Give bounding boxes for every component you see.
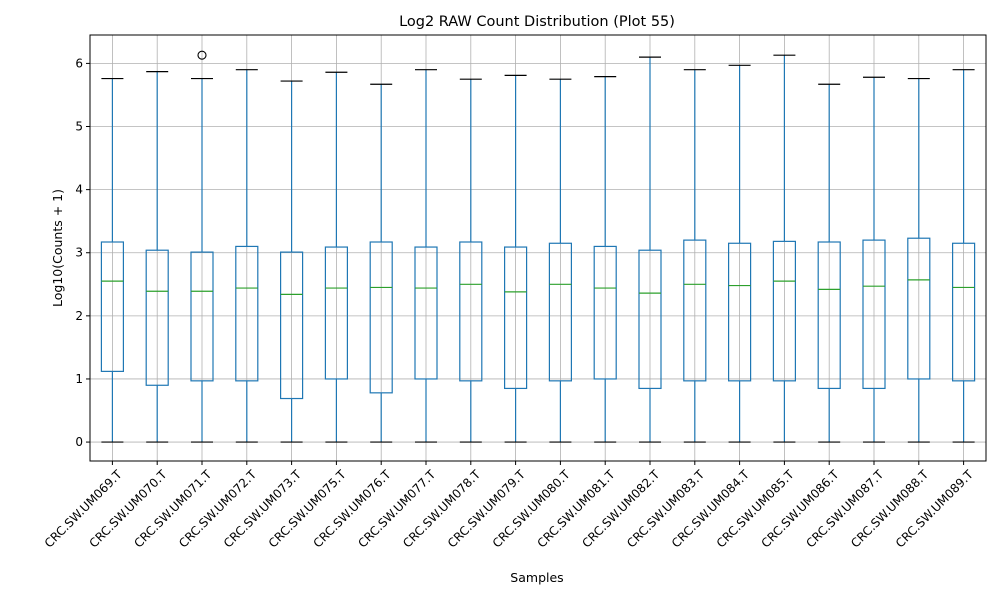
- x-tick-label: CRC.SW.UM078.T: [400, 467, 484, 551]
- y-tick-label: 0: [75, 435, 83, 449]
- box-plots: [100, 50, 976, 443]
- plot-area-frame: [89, 34, 987, 462]
- box-CRC.SW.UM088.T: [907, 77, 931, 443]
- x-tick-label: CRC.SW.UM077.T: [355, 467, 439, 551]
- box-CRC.SW.UM075.T: [324, 71, 348, 443]
- y-tick-label: 1: [75, 372, 83, 386]
- outlier-point: [197, 50, 207, 60]
- box-iqr: [638, 249, 662, 390]
- box-CRC.SW.UM082.T: [638, 56, 662, 443]
- x-axis-label: Samples: [510, 570, 563, 585]
- box-CRC.SW.UM089.T: [951, 69, 976, 443]
- x-tick-label: CRC.SW.UM084.T: [669, 467, 753, 551]
- box-iqr: [324, 246, 348, 380]
- x-tick-label: CRC.SW.UM069.T: [42, 467, 126, 551]
- x-tick-label: CRC.SW.UM082.T: [579, 467, 663, 551]
- x-tick-label: CRC.SW.UM072.T: [176, 467, 260, 551]
- box-iqr: [817, 241, 841, 390]
- box-CRC.SW.UM077.T: [414, 69, 438, 443]
- x-tick-label: CRC.SW.UM080.T: [490, 467, 574, 551]
- box-iqr: [772, 240, 797, 382]
- box-iqr: [145, 249, 169, 386]
- box-CRC.SW.UM073.T: [280, 80, 304, 443]
- box-iqr: [100, 241, 125, 372]
- box-iqr: [504, 246, 528, 390]
- box-iqr: [235, 245, 259, 382]
- x-tick-label: CRC.SW.UM083.T: [624, 467, 708, 551]
- x-tick-label: CRC.SW.UM076.T: [311, 467, 395, 551]
- x-axis-ticks: CRC.SW.UM069.TCRC.SW.UM070.TCRC.SW.UM071…: [42, 461, 977, 551]
- x-tick-label: CRC.SW.UM085.T: [714, 467, 798, 551]
- box-iqr: [862, 239, 886, 390]
- box-CRC.SW.UM085.T: [772, 54, 797, 443]
- box-iqr: [727, 242, 752, 382]
- y-axis-ticks: 0 1 2 3 4 5 6: [75, 56, 90, 449]
- box-CRC.SW.UM078.T: [459, 78, 483, 443]
- box-CRC.SW.UM071.T: [190, 50, 214, 443]
- box-CRC.SW.UM072.T: [235, 69, 259, 443]
- box-CRC.SW.UM069.T: [100, 77, 125, 443]
- box-iqr: [369, 241, 393, 394]
- box-iqr: [951, 242, 976, 382]
- box-CRC.SW.UM081.T: [593, 76, 617, 443]
- box-iqr: [548, 242, 573, 382]
- x-tick-label: CRC.SW.UM073.T: [221, 467, 305, 551]
- x-tick-label: CRC.SW.UM071.T: [131, 467, 215, 551]
- x-tick-label: CRC.SW.UM070.T: [87, 467, 171, 551]
- box-CRC.SW.UM087.T: [862, 76, 886, 443]
- box-iqr: [414, 246, 438, 380]
- y-tick-label: 3: [75, 246, 83, 260]
- chart-title: Log2 RAW Count Distribution (Plot 55): [399, 14, 675, 30]
- y-tick-label: 5: [75, 120, 83, 134]
- box-iqr: [593, 245, 617, 380]
- x-tick-label: CRC.SW.UM079.T: [445, 467, 529, 551]
- x-tick-label: CRC.SW.UM087.T: [803, 467, 887, 551]
- box-iqr: [280, 251, 304, 400]
- grid-lines: [90, 35, 986, 461]
- y-tick-label: 4: [75, 183, 83, 197]
- x-tick-label: CRC.SW.UM089.T: [893, 467, 977, 551]
- box-CRC.SW.UM076.T: [369, 83, 393, 443]
- box-iqr: [190, 251, 214, 382]
- box-iqr: [683, 239, 707, 382]
- box-CRC.SW.UM070.T: [145, 71, 169, 443]
- box-iqr: [907, 237, 931, 380]
- y-tick-label: 2: [75, 309, 83, 323]
- y-tick-label: 6: [75, 56, 83, 70]
- box-CRC.SW.UM086.T: [817, 83, 841, 443]
- x-tick-label: CRC.SW.UM086.T: [759, 467, 843, 551]
- box-CRC.SW.UM080.T: [548, 78, 573, 443]
- x-tick-label: CRC.SW.UM081.T: [535, 467, 619, 551]
- x-tick-label: CRC.SW.UM088.T: [848, 467, 932, 551]
- y-axis-label: Log10(Counts + 1): [50, 189, 65, 307]
- box-CRC.SW.UM079.T: [504, 74, 528, 443]
- x-tick-label: CRC.SW.UM075.T: [266, 467, 350, 551]
- box-CRC.SW.UM083.T: [683, 69, 707, 443]
- box-iqr: [459, 241, 483, 382]
- box-CRC.SW.UM084.T: [727, 64, 752, 443]
